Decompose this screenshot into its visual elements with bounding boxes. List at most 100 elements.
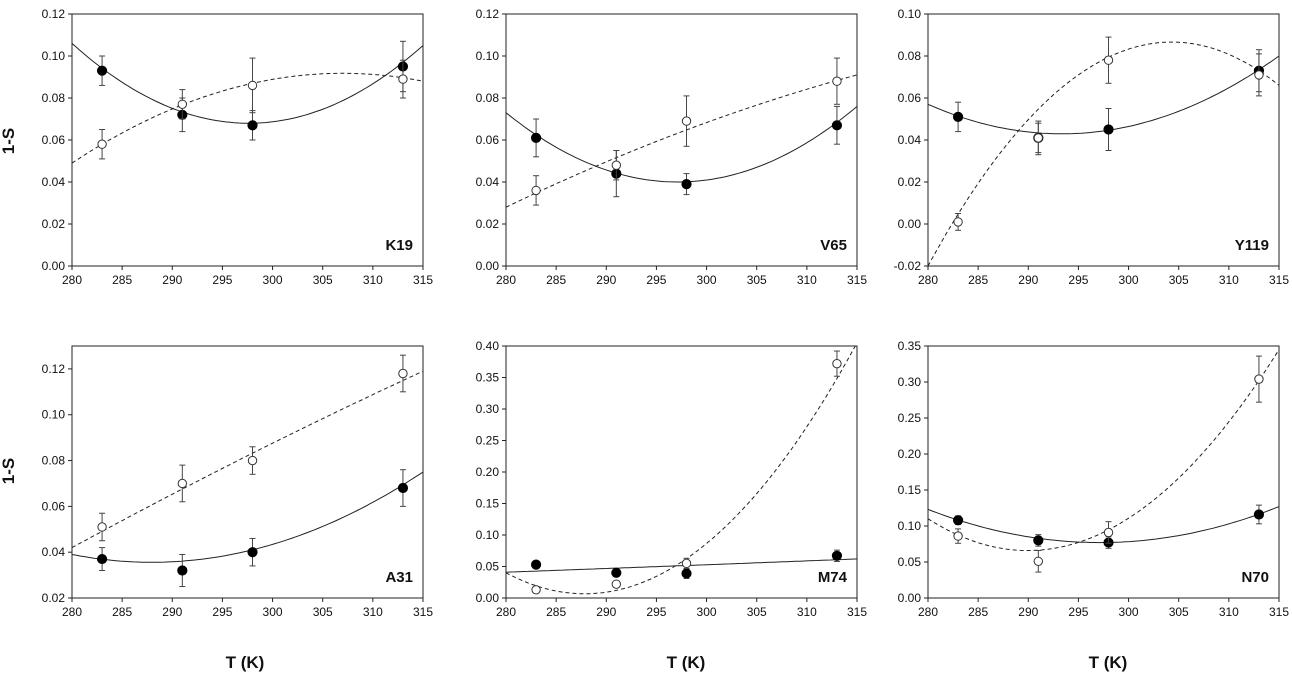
x-tick-label: 285 [112,273,132,287]
x-tick-label: 290 [1018,605,1038,619]
fit-curve-dashed [72,370,423,549]
data-point-open [953,531,963,541]
y-tick-label: -0.02 [894,259,922,273]
chart-panel: 280 285 290 295 300 305 310 315 0.00 0.02 0.04 0.06… [42,7,434,287]
fit-curve-solid [928,506,1279,544]
data-point-filled [530,559,542,570]
data-point-open [398,74,408,84]
data-point-open [611,579,622,589]
data-point-filled [1033,535,1044,546]
data-point-filled [952,111,964,123]
fit-curve-solid [72,43,423,124]
data-point-filled [1253,509,1265,520]
y-tick-label: 0.35 [898,339,922,353]
x-tick-label: 305 [1169,273,1189,287]
chart-panel: 280 285 290 295 300 305 310 315 0.00 0.05 0.10 0.15… [898,339,1290,619]
y-tick-label: 0.12 [42,362,66,376]
y-tick-label: 0.06 [42,133,66,147]
data-point-open [1033,556,1044,566]
x-tick-label: 305 [313,273,333,287]
chart-panel: 280 285 290 295 300 305 310 315 0.02 0.04 0.06 0.08… [42,345,433,619]
panel-label: V65 [820,237,847,254]
x-tick-label: 305 [313,605,333,619]
x-axis-label-left: T (K) [226,653,265,672]
x-tick-label: 315 [847,605,867,619]
data-point-filled [831,120,843,131]
fit-curve-dashed [506,346,856,595]
data-point-open [531,585,541,595]
y-tick-label: 0.12 [42,7,66,21]
data-point-open [1254,70,1264,80]
y-tick-label: 0.00 [42,259,66,273]
data-point-open [247,455,258,466]
x-tick-label: 300 [697,605,717,619]
data-point-filled [831,550,843,561]
x-axis-label-right: T (K) [1089,653,1128,672]
fit-curve-solid [506,106,857,183]
y-tick-label: 0.04 [42,545,66,559]
x-tick-label: 310 [363,273,383,287]
data-point-open [531,185,541,196]
y-tick-label: 0.10 [476,528,500,542]
x-tick-label: 280 [918,273,938,287]
data-point-open [681,558,692,569]
fit-curve-dashed [506,74,857,208]
data-point-open [97,139,107,149]
x-tick-label: 315 [413,605,433,619]
x-tick-label: 305 [1169,605,1189,619]
y-tick-label: 0.00 [898,217,922,231]
y-tick-label: 0.06 [42,499,66,513]
data-point-open [1103,55,1114,65]
y-tick-label: 0.04 [42,175,66,189]
y-tick-label: 0.20 [898,447,922,461]
y-tick-label: 0.08 [476,91,500,105]
chart-panel: 280 285 290 295 300 305 310 315 0.00 0.05 0.10 0.15… [476,339,868,619]
y-tick-label: 0.04 [476,175,500,189]
data-point-filled [247,120,258,131]
data-point-open [247,80,258,91]
x-tick-label: 295 [1068,273,1088,287]
plot-frame [71,345,424,599]
y-axis-label-top: 1-S [0,128,18,154]
y-tick-label: 0.02 [42,591,66,605]
data-point-open [611,160,622,170]
y-tick-label: 0.15 [476,497,500,511]
y-tick-label: 0.05 [476,560,500,574]
data-point-open [97,522,107,532]
x-tick-label: 315 [847,273,867,287]
panels-group: 280 285 290 295 300 305 310 315 0.00 0.02 0.04 0.06… [42,7,1290,619]
y-tick-label: 0.08 [42,454,66,468]
data-point-filled [177,565,188,576]
y-tick-label: 0.10 [42,408,66,422]
y-tick-label: 0.15 [898,483,922,497]
x-tick-label: 285 [968,273,988,287]
x-tick-label: 295 [1068,605,1088,619]
x-tick-label: 285 [112,605,132,619]
x-tick-label: 280 [496,273,516,287]
data-point-open [1033,133,1044,143]
x-tick-label: 285 [968,605,988,619]
y-tick-label: 0.05 [898,555,922,569]
plot-frame [505,345,858,599]
y-tick-label: 0.02 [898,175,922,189]
data-point-filled [247,547,258,558]
data-point-filled [1103,124,1114,135]
x-tick-label: 310 [1219,273,1239,287]
data-point-open [953,217,963,227]
y-tick-label: 0.25 [898,411,922,425]
y-tick-label: 0.06 [476,133,500,147]
y-tick-label: 0.00 [476,259,500,273]
y-tick-label: 0.25 [476,434,500,448]
x-tick-label: 290 [596,605,616,619]
x-tick-label: 280 [62,605,82,619]
x-tick-label: 295 [646,605,666,619]
y-axis-label-bottom: 1-S [0,458,18,484]
x-tick-label: 315 [1269,605,1289,619]
x-tick-label: 310 [363,605,383,619]
fit-curve-dashed [928,41,1279,266]
x-tick-label: 295 [646,273,666,287]
x-tick-label: 300 [263,273,283,287]
y-tick-label: 0.00 [476,591,500,605]
x-tick-label: 315 [413,273,433,287]
